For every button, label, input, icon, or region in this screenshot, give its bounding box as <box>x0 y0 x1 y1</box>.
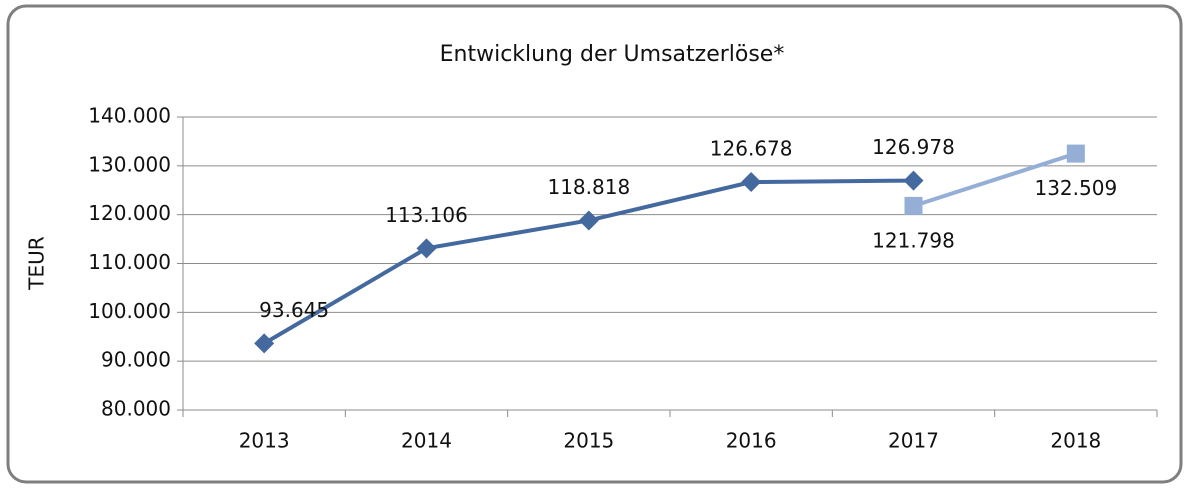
y-tick-label: 80.000 <box>101 397 171 421</box>
x-tick-label: 2014 <box>401 429 452 453</box>
data-label: 93.645 <box>259 298 329 322</box>
x-tick-label: 2013 <box>239 429 290 453</box>
x-tick-label: 2016 <box>726 429 777 453</box>
marker <box>741 172 762 193</box>
x-tick-label: 2018 <box>1050 429 1101 453</box>
marker <box>904 196 923 215</box>
y-tick-label: 100.000 <box>88 299 171 323</box>
y-tick-label: 90.000 <box>101 348 171 372</box>
data-label: 132.509 <box>1034 176 1117 200</box>
y-tick-label: 140.000 <box>88 104 171 128</box>
marker <box>416 238 437 259</box>
y-tick-label: 110.000 <box>88 250 171 274</box>
data-label: 118.818 <box>547 175 630 199</box>
data-label: 126.978 <box>872 135 955 159</box>
y-axis-label: TEUR <box>25 236 49 290</box>
marker <box>578 210 599 231</box>
chart-frame <box>6 4 1183 484</box>
marker <box>903 170 924 191</box>
marker <box>1066 144 1085 163</box>
y-tick-label: 120.000 <box>88 201 171 225</box>
data-label: 121.798 <box>872 228 955 252</box>
data-label: 113.106 <box>385 203 468 227</box>
x-tick-label: 2015 <box>563 429 614 453</box>
marker <box>254 333 275 354</box>
data-label: 126.678 <box>710 137 793 161</box>
x-tick-label: 2017 <box>888 429 939 453</box>
series-line <box>912 151 1077 208</box>
chart-title: Entwicklung der Umsatzerlöse* <box>440 42 785 67</box>
y-tick-label: 130.000 <box>88 152 171 176</box>
